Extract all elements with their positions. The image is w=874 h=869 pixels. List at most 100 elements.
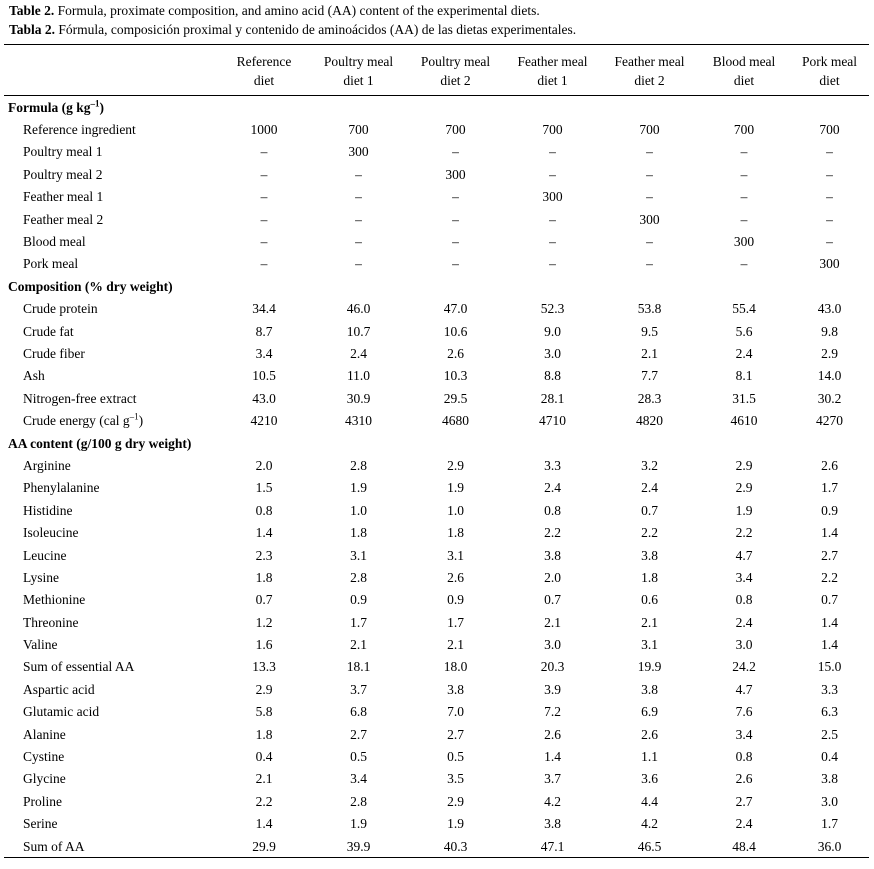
value-cell: 1.5 — [255, 480, 273, 496]
value-cell: – — [355, 234, 362, 250]
value-cell: 3.5 — [447, 771, 464, 787]
row-label: Threonine — [23, 614, 79, 630]
value-cell: 10.6 — [443, 323, 468, 339]
section-header-row: Formula (g kg–1) — [4, 96, 869, 119]
value-cell: 700 — [639, 122, 660, 138]
value-cell: 2.9 — [821, 345, 838, 361]
value-cell: – — [646, 234, 653, 250]
table-row: Poultry meal 1 – 300 – – – – – — [4, 141, 869, 163]
table-row: Pork meal – – – – – – 300 — [4, 253, 869, 275]
section-title: AA content (g/100 g dry weight) — [8, 435, 192, 451]
row-label: Proline — [23, 793, 62, 809]
value-cell: 2.6 — [447, 345, 464, 361]
value-cell: 2.2 — [821, 569, 838, 585]
value-cell: 2.1 — [350, 637, 367, 653]
value-cell: 3.2 — [641, 457, 658, 473]
value-cell: 3.1 — [641, 637, 658, 653]
value-cell: 2.2 — [641, 525, 658, 541]
value-cell: 2.8 — [350, 457, 367, 473]
value-cell: – — [826, 234, 833, 250]
value-cell: 2.4 — [735, 345, 753, 361]
value-cell: – — [549, 144, 556, 160]
value-cell: 30.9 — [346, 390, 371, 406]
value-cell: 0.8 — [255, 502, 273, 518]
value-cell: 0.8 — [735, 592, 753, 608]
table-header: Reference diet Poultry meal diet 1 Poultry… — [4, 44, 869, 96]
value-cell: 3.8 — [544, 547, 561, 563]
table-row: Crude fiber 3.4 2.4 2.6 3.0 2.1 2.4 2.9 — [4, 342, 869, 364]
value-cell: 2.2 — [544, 525, 561, 541]
value-cell: 1.9 — [350, 480, 367, 496]
value-cell: 2.3 — [255, 547, 273, 563]
value-cell: 2.7 — [735, 793, 753, 809]
header-row: Reference diet Poultry meal diet 1 Poultry… — [4, 44, 869, 96]
value-cell: 2.9 — [255, 681, 273, 697]
value-cell: 3.0 — [544, 345, 561, 361]
value-cell: – — [260, 144, 268, 160]
value-cell: 0.7 — [255, 592, 273, 608]
value-cell: 3.7 — [350, 681, 367, 697]
value-cell: 2.1 — [544, 614, 561, 630]
value-cell: 1.4 — [821, 614, 838, 630]
value-cell: 3.0 — [544, 637, 561, 653]
row-label: Serine — [23, 816, 58, 832]
value-cell: 14.0 — [817, 368, 842, 384]
table-row: Glutamic acid 5.8 6.8 7.0 7.2 6.9 7.6 6.3 — [4, 701, 869, 723]
section-header-row: Composition (% dry weight) — [4, 275, 869, 297]
value-cell: 300 — [445, 166, 466, 182]
value-cell: 2.6 — [735, 771, 753, 787]
value-cell: 0.9 — [350, 592, 367, 608]
value-cell: 2.4 — [350, 345, 367, 361]
value-cell: 0.7 — [544, 592, 561, 608]
row-label: Aspartic acid — [23, 681, 95, 697]
value-cell: 1.6 — [255, 637, 273, 653]
value-cell: 1.8 — [641, 569, 658, 585]
row-label: Crude energy (cal g–1) — [23, 411, 144, 429]
value-cell: 8.7 — [255, 323, 273, 339]
value-cell: 46.5 — [601, 834, 698, 859]
value-cell: 0.5 — [350, 749, 367, 765]
value-cell: 300 — [639, 211, 660, 227]
value-cell: 2.8 — [350, 793, 367, 809]
value-cell: 4.4 — [641, 793, 658, 809]
value-cell: 2.0 — [255, 457, 273, 473]
caption-english-text: Formula, proximate composition, and amin… — [54, 3, 540, 18]
value-cell: – — [740, 166, 748, 182]
value-cell: – — [260, 211, 268, 227]
table-row: Aspartic acid 2.9 3.7 3.8 3.9 3.8 4.7 3.3 — [4, 678, 869, 700]
value-cell: – — [549, 256, 556, 272]
table-row: Serine 1.4 1.9 1.9 3.8 4.2 2.4 1.7 — [4, 813, 869, 835]
value-cell: 47.1 — [504, 834, 601, 859]
column-header: Poultry meal diet 2 — [407, 44, 504, 96]
value-cell: 39.9 — [310, 834, 407, 859]
value-cell: 3.6 — [641, 771, 658, 787]
value-cell: 2.2 — [735, 525, 753, 541]
row-label: Sum of essential AA — [23, 659, 135, 675]
value-cell: 4.2 — [544, 793, 561, 809]
row-label: Pork meal — [23, 256, 79, 272]
value-cell: 300 — [819, 256, 840, 272]
row-label: Ash — [23, 368, 45, 384]
value-cell: 2.9 — [447, 457, 464, 473]
value-cell: 3.4 — [735, 726, 753, 742]
value-cell: 2.8 — [350, 569, 367, 585]
row-label: Blood meal — [23, 234, 86, 250]
value-cell: 2.7 — [821, 547, 838, 563]
table-body: Formula (g kg–1) Reference ingredient 1000… — [4, 96, 869, 859]
value-cell: 4310 — [345, 413, 372, 429]
table-row: Arginine 2.0 2.8 2.9 3.3 3.2 2.9 2.6 — [4, 454, 869, 476]
value-cell: 1.4 — [255, 525, 273, 541]
value-cell: 10.7 — [346, 323, 371, 339]
value-cell: 2.9 — [447, 793, 464, 809]
value-cell: 9.0 — [544, 323, 561, 339]
value-cell: – — [452, 211, 459, 227]
value-cell: – — [826, 211, 833, 227]
value-cell: 4.2 — [641, 816, 658, 832]
row-label: Isoleucine — [23, 525, 79, 541]
value-cell: 7.6 — [735, 704, 753, 720]
row-label: Crude protein — [23, 301, 98, 317]
row-label: Phenylalanine — [23, 480, 100, 496]
value-cell: 18.1 — [346, 659, 371, 675]
value-cell: – — [549, 211, 556, 227]
row-label: Leucine — [23, 547, 67, 563]
